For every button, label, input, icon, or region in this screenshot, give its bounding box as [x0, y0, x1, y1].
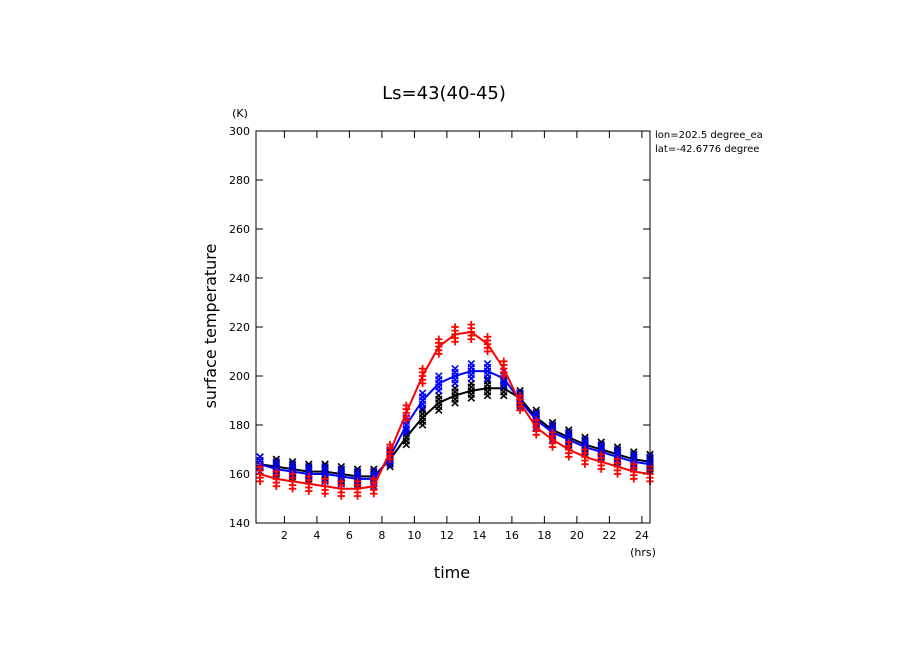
- data-point: [435, 372, 443, 380]
- data-point: [565, 438, 573, 446]
- data-point: [597, 438, 606, 446]
- data-point: [305, 460, 313, 468]
- data-point: [532, 408, 541, 417]
- data-point: [500, 357, 508, 365]
- data-point: [564, 426, 573, 434]
- data-point: [370, 467, 378, 476]
- x-tick-label: 6: [346, 529, 353, 542]
- data-point: [613, 443, 622, 451]
- data-point: [451, 323, 459, 331]
- data-point: [337, 465, 346, 473]
- x-axis-title: time: [434, 563, 470, 582]
- data-point: [337, 462, 346, 471]
- data-point: [402, 401, 410, 410]
- data-point: [483, 377, 492, 385]
- data-point: [321, 475, 329, 483]
- data-point: [516, 391, 524, 400]
- data-point: [613, 455, 622, 463]
- x-tick-label: 20: [570, 529, 584, 542]
- data-point: [548, 421, 557, 429]
- data-point: [321, 462, 329, 471]
- data-point: [483, 359, 492, 368]
- data-point: [483, 333, 492, 341]
- data-point: [288, 460, 297, 468]
- data-point: [597, 450, 605, 459]
- data-point: [629, 448, 638, 456]
- data-point: [272, 467, 281, 476]
- x-tick-label: 2: [281, 529, 288, 542]
- y-tick-label: 300: [229, 125, 250, 138]
- data-point: [337, 477, 345, 486]
- data-point: [256, 462, 264, 471]
- data-point: [288, 470, 297, 478]
- data-point: [467, 320, 475, 329]
- series-2: [256, 320, 654, 500]
- data-point: [418, 389, 427, 397]
- x-tick-label: 16: [505, 529, 519, 542]
- data-point: [548, 418, 557, 427]
- data-point: [256, 453, 264, 461]
- data-point: [370, 465, 378, 473]
- y-tick-label: 240: [229, 272, 250, 285]
- y-tick-label: 140: [229, 517, 250, 530]
- y-tick-label: 180: [229, 419, 250, 432]
- data-point: [532, 406, 541, 415]
- plot-frame: [255, 130, 651, 524]
- data-point: [305, 472, 313, 481]
- chart-title: Ls=43(40-45): [382, 83, 506, 104]
- data-point: [435, 335, 443, 343]
- x-tick-label: 4: [313, 529, 320, 542]
- data-point: [353, 465, 362, 473]
- x-tick-label: 18: [537, 529, 551, 542]
- x-tick-label: 22: [602, 529, 616, 542]
- y-tick-label: 160: [229, 468, 250, 481]
- series-0: [256, 377, 654, 488]
- annotation-lon: lon=202.5 degree_ea: [655, 130, 763, 141]
- y-tick-label: 260: [229, 223, 250, 236]
- data-point: [581, 435, 589, 444]
- data-point: [451, 364, 459, 373]
- data-point: [581, 445, 589, 454]
- data-point: [305, 462, 313, 471]
- data-point: [597, 440, 606, 449]
- data-point: [516, 386, 524, 395]
- data-point: [564, 428, 573, 437]
- data-point: [288, 457, 297, 466]
- x-tick-label: 10: [407, 529, 421, 542]
- data-point: [548, 428, 557, 437]
- data-point: [532, 416, 540, 424]
- x-unit-label: (hrs): [630, 546, 656, 559]
- data-point: [629, 450, 638, 459]
- y-tick-label: 280: [229, 174, 250, 187]
- data-point: [321, 460, 329, 468]
- x-tick-label: 14: [472, 529, 486, 542]
- series-line: [259, 330, 651, 490]
- data-point: [418, 364, 427, 373]
- x-tick-label: 12: [440, 529, 454, 542]
- series-line: [259, 387, 651, 478]
- data-point: [418, 406, 427, 415]
- annotation-lat: lat=-42.6776 degree: [655, 144, 759, 155]
- data-point: [613, 445, 622, 454]
- data-point: [581, 433, 589, 442]
- series-1: [256, 359, 654, 491]
- data-point: [386, 440, 394, 449]
- data-point: [272, 457, 281, 466]
- y-axis-title: surface temperature: [201, 244, 220, 409]
- x-tick-label: 8: [378, 529, 385, 542]
- data-point: [630, 460, 638, 468]
- data-point: [272, 455, 281, 464]
- data-point: [370, 475, 378, 483]
- data-point: [353, 467, 362, 476]
- y-unit-label: (K): [232, 107, 248, 120]
- x-tick-label: 24: [635, 529, 649, 542]
- data-point: [467, 359, 476, 368]
- data-point: [353, 477, 362, 486]
- y-tick-label: 200: [229, 370, 250, 383]
- y-tick-label: 220: [229, 321, 250, 334]
